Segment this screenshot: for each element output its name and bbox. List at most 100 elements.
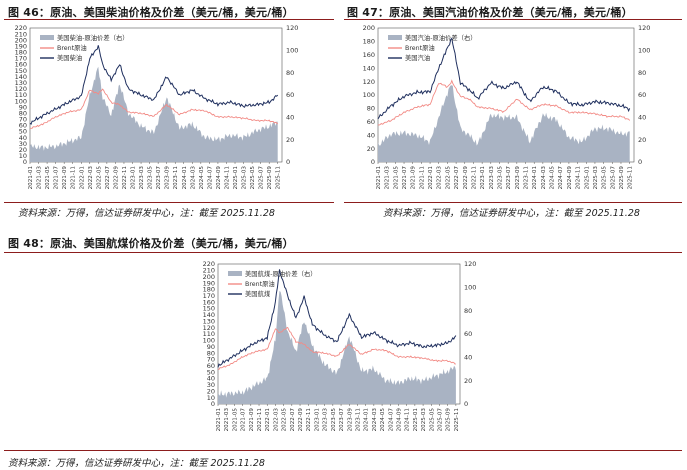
left-axis-tick-label: 120 [363,78,375,86]
x-axis-tick-label: 2021-09 [62,166,68,190]
figure-48-bottom-rule [4,450,682,451]
x-axis-tick-label: 2022-07 [105,166,111,190]
x-axis-tick-label: 2022-05 [282,408,288,432]
legend-label: 美国航煤-原油价差（右） [245,269,317,278]
figure-48-title: 图 48：原油、美国航煤价格及价差（美元/桶，美元/桶） [8,237,294,250]
x-axis-tick-label: 2023-07 [339,408,345,432]
legend-label: 美国汽油 [405,53,430,62]
x-axis-tick-label: 2025-03 [593,166,599,190]
x-axis-tick-label: 2021-01 [376,166,382,190]
x-axis-tick-label: 2021-07 [241,408,247,432]
chart-diesel: 0102030405060708090100110120130140150160… [15,24,299,190]
x-axis-tick-label: 2025-01 [584,166,590,190]
x-axis-tick-label: 2025-11 [628,166,634,190]
series-line-brent [377,79,631,126]
x-axis-tick-label: 2023-09 [515,166,521,190]
left-axis-tick-label: 10 [19,152,27,160]
left-axis-tick-label: 40 [19,134,27,142]
x-axis-tick-label: 2025-03 [242,166,248,190]
x-axis-tick-label: 2022-03 [273,408,279,432]
legend-label: 美国航煤 [245,289,271,298]
x-axis-tick-label: 2023-03 [489,166,495,190]
left-axis-tick-label: 160 [203,298,215,306]
x-axis-tick-label: 2021-05 [393,166,399,190]
x-axis-tick-label: 2021-03 [37,166,43,190]
left-axis-tick-label: 0 [211,400,215,408]
left-axis-tick-label: 110 [203,330,215,338]
x-axis-tick-label: 2025-07 [259,166,265,190]
x-axis-tick-label: 2025-05 [429,408,435,432]
right-axis-tick-label: 0 [464,400,468,408]
right-axis-tick-label: 40 [286,114,294,122]
x-axis-tick-label: 2022-01 [79,166,85,190]
x-axis-tick-label: 2023-05 [497,166,503,190]
legend-swatch-spread [388,35,402,40]
x-axis-tick-label: 2025-05 [602,166,608,190]
right-axis-tick-label: 120 [286,24,298,32]
chart-gasoline: 0 20 40 60 80 100 120 140 160 180 200 0 20 40 60 80 100 1… [363,24,651,190]
left-axis-tick-label: 140 [363,64,375,72]
left-axis-tick-label: 120 [15,85,27,93]
x-axis-tick-label: 2022-09 [298,408,304,432]
left-axis-tick-label: 160 [15,61,27,69]
x-axis-tick-label: 2021-05 [232,408,238,432]
x-axis-tick-label: 2023-05 [148,166,154,190]
x-axis-tick-label: 2023-11 [355,408,361,432]
left-axis-tick-label: 0 [23,158,27,166]
left-axis-tick-label: 150 [15,67,27,75]
right-axis-tick-label: 0 [286,158,290,166]
x-axis-tick-label: 2022-11 [306,408,312,432]
left-axis-tick-label: 140 [203,311,215,319]
x-axis-tick-label: 2025-09 [267,166,273,190]
left-axis-tick-label: 160 [363,51,375,59]
x-axis-tick-label: 2022-07 [454,166,460,190]
x-axis-tick-label: 2023-03 [139,166,145,190]
left-axis-tick-label: 70 [207,356,215,364]
x-axis-tick-label: 2021-05 [45,166,51,190]
left-axis-tick-label: 50 [207,368,215,376]
x-axis-tick-label: 2025-09 [446,408,452,432]
x-axis-tick-label: 2025-05 [250,166,256,190]
x-axis-tick-label: 2023-07 [156,166,162,190]
legend-swatch-spread [40,35,54,40]
left-axis-tick-label: 80 [367,105,375,113]
legend-label: 美国柴油 [57,53,82,62]
x-axis-tick-label: 2022-05 [445,166,451,190]
right-axis-tick-label: 80 [286,69,294,77]
x-axis-tick-label: 2021-07 [402,166,408,190]
right-axis-tick-label: 20 [638,136,646,144]
left-axis-tick-label: 40 [207,375,215,383]
x-axis-tick-label: 2022-03 [437,166,443,190]
left-axis-tick-label: 20 [367,145,375,153]
series-line-brent [30,88,279,129]
left-axis-tick-label: 200 [15,36,27,44]
left-axis-tick-label: 60 [19,122,27,130]
right-axis-tick-label: 60 [286,91,294,99]
x-axis-tick-label: 2021-03 [224,408,230,432]
left-axis-tick-label: 130 [203,317,215,325]
left-axis-tick-label: 100 [363,91,375,99]
left-axis-tick-label: 210 [15,30,27,38]
x-axis-tick-label: 2024-01 [532,166,538,190]
x-axis-tick-label: 2021-11 [71,166,77,190]
left-axis-tick-label: 100 [15,97,27,105]
right-axis-tick-label: 60 [464,330,472,338]
series-line-brent [217,326,456,370]
left-axis-tick-label: 150 [203,305,215,313]
series-area-spread [378,85,630,162]
x-axis-tick-label: 2024-09 [567,166,573,190]
x-axis-tick-label: 2023-01 [314,408,320,432]
left-axis-tick-label: 220 [15,24,27,32]
x-axis-tick-label: 2024-03 [372,408,378,432]
x-axis-tick-label: 2023-07 [506,166,512,190]
chart-jetfuel: 0102030405060708090100110120130140150160… [203,260,477,432]
x-axis-tick-label: 2024-01 [182,166,188,190]
left-axis-tick-label: 80 [207,349,215,357]
x-axis-tick-label: 2024-11 [405,408,411,432]
figure-48-source: 资料来源：万得，信达证券研发中心，注：截至 2025.11.28 [8,458,265,469]
x-axis-tick-label: 2022-09 [463,166,469,190]
x-axis-tick-label: 2021-09 [411,166,417,190]
left-axis-tick-label: 180 [363,38,375,46]
left-axis-tick-label: 180 [15,49,27,57]
x-axis-tick-label: 2022-05 [96,166,102,190]
